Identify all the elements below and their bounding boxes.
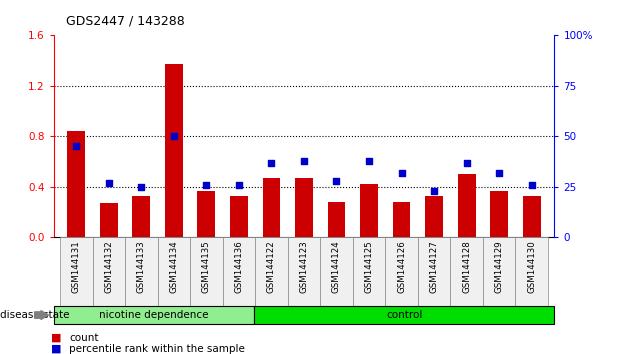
Text: percentile rank within the sample: percentile rank within the sample [69,344,245,354]
Bar [230,195,248,237]
Text: GSM144128: GSM144128 [462,240,471,293]
Text: GSM144125: GSM144125 [365,240,374,293]
Text: ■: ■ [52,333,62,343]
Point [462,160,472,165]
Text: ■: ■ [52,344,62,354]
Point [104,180,114,185]
Bar [328,202,345,237]
Point [494,170,504,176]
Bar [132,195,151,237]
Text: GSM144134: GSM144134 [169,240,178,293]
Text: GSM144133: GSM144133 [137,240,146,293]
Bar [353,237,386,306]
Text: nicotine dependence: nicotine dependence [99,310,209,320]
Text: GSM144130: GSM144130 [527,240,536,293]
Text: GSM144135: GSM144135 [202,240,211,293]
Text: GSM144122: GSM144122 [267,240,276,293]
Bar [197,190,215,237]
Bar [158,237,190,306]
Point [429,188,439,194]
Text: GSM144127: GSM144127 [430,240,438,293]
Point [136,184,146,190]
Bar [288,237,320,306]
Text: count: count [69,333,99,343]
Bar [392,202,411,237]
Bar [490,190,508,237]
Point [331,178,341,183]
Bar [222,237,255,306]
Text: GSM144126: GSM144126 [397,240,406,293]
Bar [418,237,450,306]
Bar [320,237,353,306]
Point [299,158,309,163]
Point [364,158,374,163]
Text: control: control [386,310,422,320]
Point [527,182,537,188]
Text: GSM144132: GSM144132 [105,240,113,293]
Bar [295,178,313,237]
Text: disease state: disease state [0,310,69,320]
Bar [165,64,183,237]
Text: GSM144136: GSM144136 [234,240,243,293]
Point [202,182,212,188]
Text: GDS2447 / 143288: GDS2447 / 143288 [66,14,185,27]
Bar [100,203,118,237]
Bar [360,184,378,237]
Bar [386,237,418,306]
Bar [263,178,280,237]
Bar [425,195,443,237]
Bar [67,131,85,237]
Point [71,144,81,149]
Bar [523,195,541,237]
Bar [254,306,554,324]
Point [266,160,277,165]
Bar [515,237,548,306]
Bar [190,237,222,306]
Bar [255,237,288,306]
Point [234,182,244,188]
Bar [60,237,93,306]
Bar [93,237,125,306]
Bar [54,306,254,324]
Bar [125,237,158,306]
Text: GSM144123: GSM144123 [299,240,309,293]
Bar [483,237,515,306]
Text: GSM144131: GSM144131 [72,240,81,293]
Point [169,133,179,139]
Point [396,170,406,176]
Bar [450,237,483,306]
Text: GSM144124: GSM144124 [332,240,341,293]
Text: GSM144129: GSM144129 [495,240,503,292]
Bar [457,174,476,237]
